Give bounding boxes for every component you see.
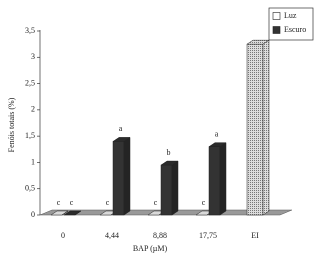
bar bbox=[160, 164, 173, 216]
bar-side bbox=[171, 160, 179, 216]
legend-label: Escuro bbox=[284, 25, 306, 34]
x-tick-label: 4,44 bbox=[105, 231, 119, 240]
x-tick-label: 17,75 bbox=[199, 231, 217, 240]
bar-annotation: c bbox=[57, 198, 61, 207]
bar-side bbox=[219, 142, 227, 216]
bar-annotation: a bbox=[119, 124, 123, 133]
y-tick-label: 1 bbox=[31, 157, 35, 166]
y-tick-label: 3,5 bbox=[25, 26, 35, 35]
bar-annotation: c bbox=[154, 198, 158, 207]
bar bbox=[208, 146, 221, 216]
legend-swatch bbox=[272, 12, 281, 20]
bar-annotation: c bbox=[70, 198, 74, 207]
x-tick-label: 8,88 bbox=[153, 231, 167, 240]
x-tick-label: 0 bbox=[61, 231, 65, 240]
bar-annotation: c bbox=[202, 198, 206, 207]
bar-side bbox=[61, 210, 69, 216]
bar bbox=[112, 141, 125, 216]
y-tick-label: 2,5 bbox=[25, 78, 35, 87]
y-tick-label: 0 bbox=[31, 210, 35, 219]
x-axis-label: BAP (µM) bbox=[133, 244, 168, 253]
legend-swatch bbox=[272, 26, 281, 34]
y-tick-label: 1,5 bbox=[25, 131, 35, 140]
y-tick-label: 2 bbox=[31, 105, 35, 114]
y-tick-label: 0,5 bbox=[25, 184, 35, 193]
bar-annotation: c bbox=[106, 198, 110, 207]
y-axis-label: Fenóis totais (%) bbox=[7, 97, 16, 152]
y-tick-label: 3 bbox=[31, 52, 35, 61]
bar-annotation: b bbox=[167, 148, 171, 157]
bar bbox=[246, 43, 264, 216]
bar-side bbox=[262, 39, 270, 216]
bar-annotation: a bbox=[215, 129, 219, 138]
legend-label: Luz bbox=[284, 11, 297, 20]
bar-side bbox=[74, 210, 82, 216]
x-tick-label: EI bbox=[251, 231, 259, 240]
bar-side bbox=[123, 136, 131, 216]
